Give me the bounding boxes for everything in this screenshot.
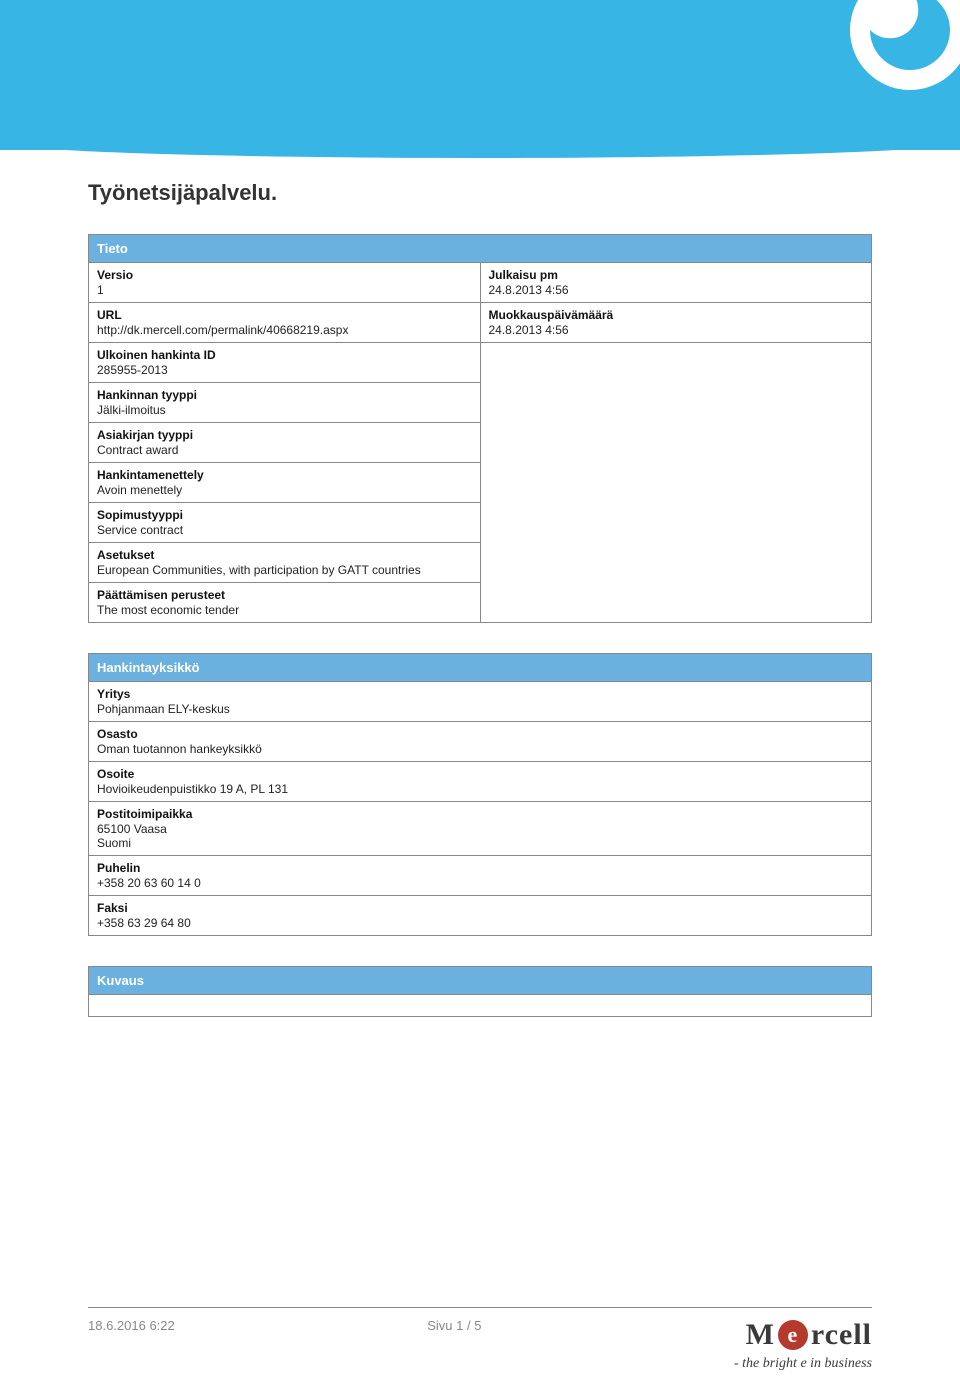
field-label: Julkaisu pm <box>489 268 864 282</box>
field-value: +358 63 29 64 80 <box>97 916 863 930</box>
field-label: Faksi <box>97 901 863 915</box>
field-label: Osasto <box>97 727 863 741</box>
logo-tagline: - the bright e in business <box>734 1356 872 1372</box>
field-value: Oman tuotannon hankeyksikkö <box>97 742 863 756</box>
footer-timestamp: 18.6.2016 6:22 <box>88 1318 175 1333</box>
field-label: Asetukset <box>97 548 472 562</box>
field-value: 1 <box>97 283 472 297</box>
field-value: The most economic tender <box>97 603 472 617</box>
brand-swirl-icon <box>830 0 960 110</box>
field-label: Hankinnan tyyppi <box>97 388 472 402</box>
field-value: Pohjanmaan ELY-keskus <box>97 702 863 716</box>
table-row: Osoite Hovioikeudenpuistikko 19 A, PL 13… <box>89 762 872 802</box>
field-label: Postitoimipaikka <box>97 807 863 821</box>
table-row: Ulkoinen hankinta ID 285955-2013 <box>89 343 872 383</box>
field-label: Puhelin <box>97 861 863 875</box>
table-row <box>89 995 872 1017</box>
table-row: URL http://dk.mercell.com/permalink/4066… <box>89 303 872 343</box>
mercell-logo-icon: M e rcell <box>734 1318 872 1352</box>
field-value: 24.8.2013 4:56 <box>489 283 864 297</box>
logo-e-circle-icon: e <box>778 1320 808 1350</box>
field-value: +358 20 63 60 14 0 <box>97 876 863 890</box>
section-header-tieto: Tieto <box>88 234 872 262</box>
field-value: http://dk.mercell.com/permalink/40668219… <box>97 323 472 337</box>
section-header-kuvaus: Kuvaus <box>88 966 872 994</box>
table-row: Faksi +358 63 29 64 80 <box>89 896 872 936</box>
table-row: Puhelin +358 20 63 60 14 0 <box>89 856 872 896</box>
field-label: Asiakirjan tyyppi <box>97 428 472 442</box>
page-title: Työnetsijäpalvelu. <box>88 180 872 206</box>
logo-text: M <box>746 1318 775 1352</box>
field-label: URL <box>97 308 472 322</box>
table-row: Postitoimipaikka 65100 Vaasa Suomi <box>89 802 872 856</box>
content-area: Työnetsijäpalvelu. Tieto Versio 1 Julkai… <box>0 150 960 1307</box>
page-footer: 18.6.2016 6:22 Sivu 1 / 5 M e rcell - th… <box>0 1308 960 1392</box>
field-value: Jälki-ilmoitus <box>97 403 472 417</box>
table-row: Osasto Oman tuotannon hankeyksikkö <box>89 722 872 762</box>
field-label: Versio <box>97 268 472 282</box>
field-value: Contract award <box>97 443 472 457</box>
field-label: Muokkauspäivämäärä <box>489 308 864 322</box>
kuvaus-table <box>88 994 872 1017</box>
field-value: European Communities, with participation… <box>97 563 472 577</box>
spacer <box>88 1047 872 1307</box>
field-label: Osoite <box>97 767 863 781</box>
field-value: Service contract <box>97 523 472 537</box>
hankintayksikko-table: Yritys Pohjanmaan ELY-keskus Osasto Oman… <box>88 681 872 936</box>
field-label: Päättämisen perusteet <box>97 588 472 602</box>
footer-logo: M e rcell - the bright e in business <box>734 1318 872 1372</box>
field-label: Ulkoinen hankinta ID <box>97 348 472 362</box>
table-row: Versio 1 Julkaisu pm 24.8.2013 4:56 <box>89 263 872 303</box>
logo-text: rcell <box>811 1318 872 1352</box>
field-value: 65100 Vaasa Suomi <box>97 822 863 850</box>
field-value: 24.8.2013 4:56 <box>489 323 864 337</box>
footer-page-indicator: Sivu 1 / 5 <box>175 1318 734 1333</box>
field-value: Avoin menettely <box>97 483 472 497</box>
field-label: Hankintamenettely <box>97 468 472 482</box>
tieto-table: Versio 1 Julkaisu pm 24.8.2013 4:56 URL … <box>88 262 872 623</box>
field-value: 285955-2013 <box>97 363 472 377</box>
field-label: Yritys <box>97 687 863 701</box>
section-header-hankintayksikko: Hankintayksikkö <box>88 653 872 681</box>
field-value: Hovioikeudenpuistikko 19 A, PL 131 <box>97 782 863 796</box>
field-label: Sopimustyyppi <box>97 508 472 522</box>
table-row: Yritys Pohjanmaan ELY-keskus <box>89 682 872 722</box>
header-banner <box>0 0 960 150</box>
